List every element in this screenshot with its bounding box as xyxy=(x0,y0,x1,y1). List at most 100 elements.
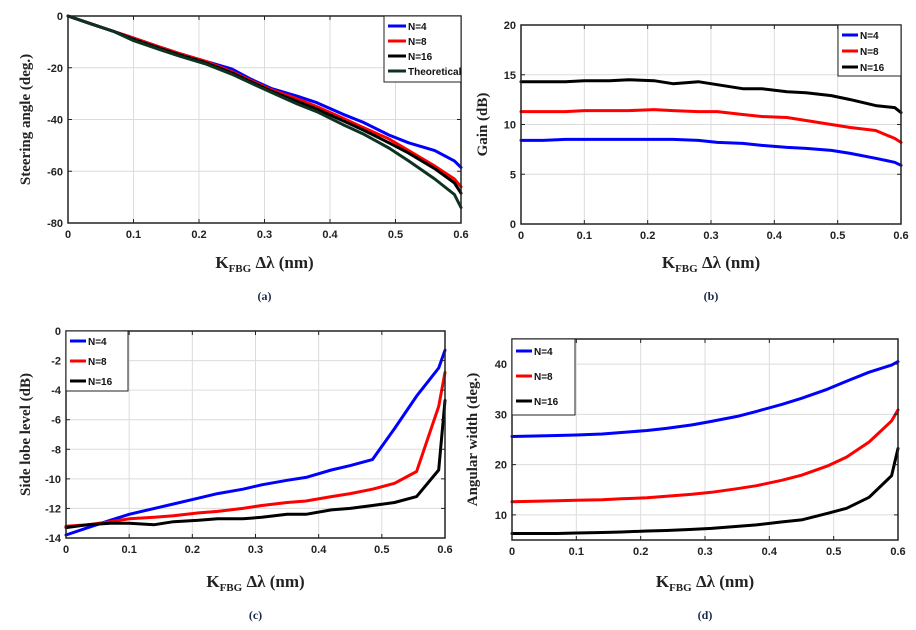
x-axis-label-subscript: FBG xyxy=(669,582,692,594)
y-tick-label: 10 xyxy=(495,510,507,522)
x-tick-label: 0.2 xyxy=(633,546,648,558)
y-axis-label: Gain (dB) xyxy=(475,93,491,157)
y-tick-label: -20 xyxy=(47,63,63,75)
x-tick-label: 0 xyxy=(518,230,524,242)
legend-label: N=8 xyxy=(88,357,107,368)
y-tick-label: -10 xyxy=(45,474,61,486)
x-tick-label: 0.6 xyxy=(437,544,452,556)
legend-label: N=4 xyxy=(860,31,879,42)
legend: N=4 N=8 N=16 xyxy=(837,24,902,77)
x-tick-label: 0.4 xyxy=(311,544,327,556)
x-axis-label-rest: Δλ (nm) xyxy=(698,253,760,272)
y-tick-label: 0 xyxy=(510,219,516,231)
x-tick-label: 0.6 xyxy=(890,546,905,558)
y-tick-label: -80 xyxy=(47,218,63,230)
y-tick-label: -6 xyxy=(51,415,61,427)
x-axis-label: KFBG Δλ (nm) xyxy=(656,572,754,594)
y-tick-label: 15 xyxy=(504,70,516,82)
x-tick-label: 0.3 xyxy=(257,229,272,241)
y-tick-label: -60 xyxy=(47,166,63,178)
x-axis-label: KFBG Δλ (nm) xyxy=(215,253,313,275)
chart-panel-b: 0 0.1 0.2 0.3 0.4 0.5 0.6 0 5 10 15 20 Gain (dB) KFBG… xyxy=(475,20,909,303)
x-axis-label-main: K xyxy=(656,572,670,591)
x-tick-label: 0.3 xyxy=(697,546,712,558)
x-tick-label: 0.5 xyxy=(830,230,845,242)
legend: N=4 N=8 N=16 Theoretical xyxy=(383,15,462,83)
x-tick-label: 0.5 xyxy=(374,544,389,556)
y-tick-label: -40 xyxy=(47,115,63,127)
y-tick-label: 20 xyxy=(495,460,507,472)
x-tick-label: 0 xyxy=(63,544,69,556)
legend-label: N=4 xyxy=(408,22,427,33)
legend-label: N=16 xyxy=(534,397,559,408)
legend-label: Theoretical xyxy=(408,67,462,78)
series-line-n-16 xyxy=(519,78,903,115)
x-tick-label: 0.4 xyxy=(322,229,338,241)
x-tick-label: 0.2 xyxy=(640,230,655,242)
y-axis-label: Angular width (deg.) xyxy=(465,373,481,507)
y-tick-label: 0 xyxy=(55,326,61,338)
x-tick-label: 0.1 xyxy=(577,230,592,242)
legend-label: N=4 xyxy=(534,347,553,358)
x-axis-label-subscript: FBG xyxy=(675,263,698,275)
series-line-n-4 xyxy=(510,360,900,438)
panel-caption: (c) xyxy=(249,608,262,622)
x-axis-label-rest: Δλ (nm) xyxy=(251,253,313,272)
x-axis-label-main: K xyxy=(662,253,676,272)
x-axis-label: KFBG Δλ (nm) xyxy=(662,253,760,275)
legend: N=4 N=8 N=16 xyxy=(511,338,576,416)
x-tick-label: 0.6 xyxy=(893,230,908,242)
y-tick-label: 20 xyxy=(504,20,516,32)
x-axis-label-main: K xyxy=(206,572,220,591)
x-tick-label: 0.1 xyxy=(569,546,584,558)
y-tick-label: -8 xyxy=(51,444,61,456)
x-tick-label: 0.6 xyxy=(453,229,468,241)
legend-label: N=8 xyxy=(860,47,879,58)
series-line-n-8 xyxy=(64,370,447,528)
x-tick-label: 0.2 xyxy=(185,544,200,556)
series-line-n-4 xyxy=(64,348,447,537)
y-tick-label: 30 xyxy=(495,409,507,421)
y-tick-label: -12 xyxy=(45,503,61,515)
panel-caption: (b) xyxy=(704,289,719,303)
y-tick-label: -2 xyxy=(51,356,61,368)
series-line-n-16 xyxy=(64,399,447,530)
x-axis-label-subscript: FBG xyxy=(220,582,243,594)
x-tick-label: 0 xyxy=(509,546,515,558)
chart-panel-d: 0 0.1 0.2 0.3 0.4 0.5 0.6 10 20 30 40 Angular width… xyxy=(465,338,906,622)
x-tick-label: 0.4 xyxy=(767,230,783,242)
y-tick-label: 0 xyxy=(57,11,63,23)
panel-caption: (d) xyxy=(698,608,713,622)
legend-label: N=4 xyxy=(88,337,107,348)
series-line-theoretical xyxy=(66,14,463,209)
x-tick-label: 0.2 xyxy=(191,229,206,241)
chart-panel-c: 0 0.1 0.2 0.3 0.4 0.5 0.6 -14 -12 -10 -8 -6 -4 -2 0 Sid… xyxy=(18,326,453,622)
y-tick-label: 5 xyxy=(510,169,516,181)
y-tick-label: 10 xyxy=(504,120,516,132)
x-tick-label: 0.1 xyxy=(126,229,141,241)
y-tick-label: -14 xyxy=(45,533,62,545)
x-tick-label: 0.5 xyxy=(388,229,403,241)
x-axis-label-rest: Δλ (nm) xyxy=(692,572,754,591)
x-tick-label: 0.5 xyxy=(826,546,841,558)
y-axis-label: Steering angle (deg.) xyxy=(18,54,34,185)
x-axis-label-rest: Δλ (nm) xyxy=(242,572,304,591)
panel-caption: (a) xyxy=(258,289,272,303)
y-tick-label: 40 xyxy=(495,359,507,371)
legend-label: N=8 xyxy=(408,37,427,48)
x-axis-label: KFBG Δλ (nm) xyxy=(206,572,304,594)
x-tick-label: 0.1 xyxy=(122,544,137,556)
x-axis-label-subscript: FBG xyxy=(229,263,252,275)
x-tick-label: 0.3 xyxy=(248,544,263,556)
series-line-n-4 xyxy=(519,137,903,167)
y-axis-label: Side lobe level (dB) xyxy=(18,373,34,496)
chart-panel-a: 0 0.1 0.2 0.3 0.4 0.5 0.6 -80 -60 -40 -20 0 Steering… xyxy=(18,11,469,303)
x-tick-label: 0.3 xyxy=(703,230,718,242)
series-line-n-16 xyxy=(510,447,900,535)
x-tick-label: 0 xyxy=(65,229,71,241)
x-tick-label: 0.4 xyxy=(762,546,778,558)
legend: N=4 N=8 N=16 xyxy=(65,330,129,392)
legend-label: N=16 xyxy=(860,63,885,74)
series-line-n-8 xyxy=(510,408,900,504)
